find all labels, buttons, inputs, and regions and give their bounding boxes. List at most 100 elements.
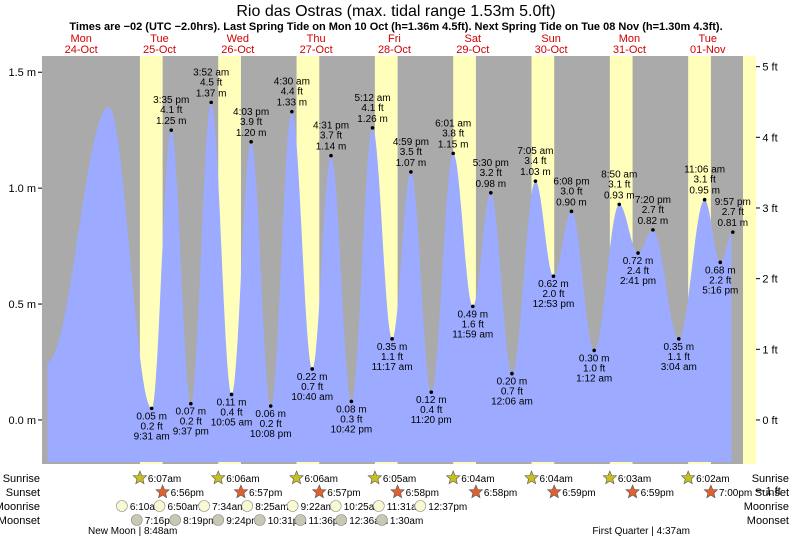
tide-extreme-low-30: 0.68 m2.2 ft5:16 pm [702, 260, 738, 296]
moonrise-moon-icon [372, 500, 385, 512]
tide-label-line: 0.49 m [457, 309, 488, 320]
tide-label-line: 11:06 am [684, 165, 725, 176]
tide-extreme-high-17: 6:01 am3.8 ft1.15 m [435, 118, 471, 156]
event-star-icon [680, 470, 696, 485]
sunrise-time: 6:04am [540, 474, 573, 485]
day-name: Thu [307, 33, 326, 45]
day-date: 30‐Oct [535, 44, 568, 56]
tide-label-line: 0.2 ft [260, 419, 282, 430]
tide-label-line: 3.2 ft [480, 168, 502, 179]
tide-label-line: 0.4 ft [420, 405, 442, 416]
tide-area-layer [47, 102, 733, 463]
tide-label-line: 10:05 am [211, 417, 253, 428]
tide-label-line: 12:06 am [491, 397, 533, 408]
tide-label-line: 2.4 ft [627, 266, 649, 277]
tide-label-line: 1.1 ft [381, 352, 403, 363]
moon-phase-first-quarter: First Quarter | 4:37am [592, 526, 690, 537]
tide-label-line: 2:41 pm [620, 276, 656, 287]
tide-extreme-high-19: 5:30 pm3.2 ft0.98 m [473, 158, 509, 195]
event-star-icon [703, 484, 719, 499]
tide-label-line: 1.1 ft [668, 352, 690, 363]
tide-label-line: 0.3 ft [340, 414, 362, 425]
day-date: 27‐Oct [300, 44, 333, 56]
tide-point [390, 337, 394, 341]
tide-label-line: 1.0 ft [583, 363, 605, 374]
tide-label-line: 0.7 ft [301, 382, 323, 393]
chart-title: Rio das Ostras (max. tidal range 1.53m 5… [236, 3, 555, 20]
day-name: Tue [698, 33, 717, 45]
tide-label-line: 9:31 am [134, 431, 170, 442]
tide-label-line: 5:30 pm [473, 158, 509, 169]
tide-label-line: 0.90 m [556, 197, 587, 208]
tide-extreme-high-15: 4:59 pm3.5 ft1.07 m [393, 137, 429, 174]
tide-area [47, 102, 733, 463]
moonrise-moon-icon [241, 500, 254, 512]
tide-label-line: 8:50 am [601, 169, 637, 180]
tide-point [209, 100, 213, 105]
left-tick-label: 0.0 m [8, 415, 36, 427]
moonset-time: 12:36am [349, 516, 388, 527]
tide-point [731, 230, 735, 234]
sunrise-label-right: Sunrise [752, 473, 789, 485]
tide-point [329, 153, 333, 158]
day-name: Tue [150, 33, 169, 45]
tide-label-line: 1.15 m [438, 139, 469, 150]
moonrise-time: 6:10am [130, 502, 163, 513]
tide-label-line: 0.4 ft [220, 407, 242, 418]
sunset-label-right: Sunset [755, 487, 789, 499]
tide-label-line: 0.7 ft [501, 387, 523, 398]
tide-point [451, 151, 456, 156]
moonrise-time: 9:22am [301, 502, 334, 513]
tide-label-line: 0.22 m [297, 372, 328, 383]
right-tick-label: −1 ft [759, 486, 781, 498]
tide-label-line: 5:16 pm [702, 285, 738, 296]
moonset-moon-icon [376, 514, 388, 526]
axis-layer: 1.5 m 1.0 m 0.5 m 0.0 m 5 ft 4 ft 3 ft 2 ft 1 ft… [8, 62, 780, 498]
event-star-icon [390, 484, 405, 499]
event-star-icon [155, 484, 171, 499]
event-star-icon [132, 470, 148, 485]
tide-label-line: 0.2 ft [141, 421, 163, 432]
moonset-label-right: Moonset [747, 515, 789, 527]
tide-point [249, 139, 253, 144]
tide-label-line: 6:08 pm [553, 176, 589, 187]
tide-extreme-low-4: 0.07 m0.2 ft9:37 pm [173, 401, 209, 438]
tide-extreme-high-23: 6:08 pm3.0 ft0.90 m [553, 176, 590, 214]
day-date: 24‐Oct [65, 44, 98, 56]
day-date: 25‐Oct [143, 44, 176, 56]
tide-label-line: 10:42 pm [331, 424, 373, 435]
day-name: Mon [619, 33, 640, 45]
day-date: 29‐Oct [456, 44, 489, 56]
tide-label-line: 9:37 pm [173, 427, 209, 438]
moonset-time: 7:16pm [145, 516, 178, 527]
tide-point [349, 399, 354, 404]
moonset-time: 1:30am [390, 516, 423, 527]
sunset-row: Sunset Sunset 6:56pm 6:57pm 6:57pm 6:58pm 6:58… [6, 484, 789, 499]
tide-extreme-high-27: 7:20 pm2.7 ft0.82 m [635, 195, 671, 232]
tide-label-line: 1.25 m [156, 116, 187, 127]
sunset-time: 6:56pm [171, 488, 204, 499]
tide-point [409, 170, 413, 174]
tide-label-line: 1.07 m [396, 158, 427, 169]
sunrise-time: 6:03am [618, 474, 651, 485]
moonrise-moon-icon [153, 500, 166, 512]
tide-label-line: 1.03 m [520, 167, 551, 178]
tide-point [651, 228, 655, 232]
right-tick-label: 5 ft [762, 62, 777, 74]
tide-label-line: 4.5 ft [200, 77, 222, 88]
tide-point [149, 406, 154, 411]
tide-point [370, 126, 375, 130]
tide-extreme-low-24: 0.30 m1.0 ft1:12 am [576, 348, 612, 384]
tide-label-line: 3.9 ft [240, 117, 262, 128]
